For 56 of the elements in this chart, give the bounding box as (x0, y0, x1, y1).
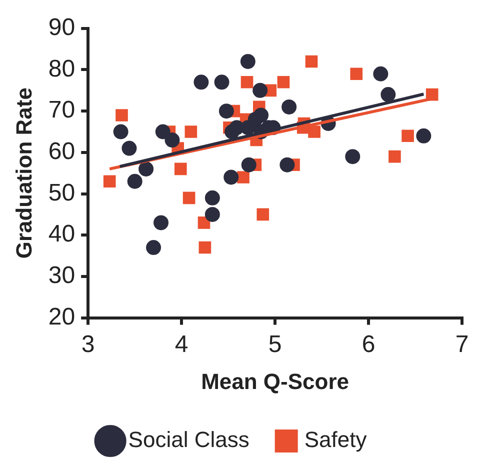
legend-label: Safety (304, 427, 367, 452)
x-tick-label: 4 (174, 330, 188, 358)
point (388, 150, 401, 163)
point (345, 149, 360, 164)
point (103, 175, 116, 188)
point (138, 161, 154, 176)
point (280, 157, 295, 172)
x-tick-label: 7 (455, 330, 469, 358)
point (182, 192, 196, 204)
y-tick-label: 80 (48, 55, 76, 82)
point (282, 99, 297, 114)
point (122, 140, 137, 156)
point (240, 76, 254, 88)
point (194, 74, 209, 90)
point (373, 66, 388, 82)
x-axis-title: Mean Q-Score (201, 368, 350, 394)
point (198, 241, 212, 254)
point (184, 126, 198, 138)
point (127, 174, 142, 189)
point (113, 124, 128, 140)
y-axis-title: Graduation Rate (11, 88, 36, 259)
point (116, 109, 128, 122)
point (241, 157, 256, 172)
point (174, 162, 187, 176)
y-tick-label: 40 (48, 220, 76, 248)
point (308, 126, 320, 138)
x-tick-label: 6 (362, 330, 376, 358)
point (402, 130, 414, 142)
point (214, 74, 230, 90)
point (240, 54, 256, 69)
legend-label: Social Class (128, 427, 250, 452)
point (277, 76, 290, 88)
point (224, 170, 239, 185)
y-tick-label: 70 (48, 96, 76, 124)
point (305, 55, 318, 68)
point (164, 132, 180, 148)
point (204, 190, 220, 206)
point (240, 120, 256, 136)
point (237, 171, 250, 184)
y-tick-label: 30 (48, 262, 76, 290)
point (146, 240, 162, 256)
point (380, 87, 396, 102)
point (155, 124, 170, 140)
y-tick-label: 50 (48, 179, 76, 206)
y-tick-label: 90 (48, 14, 76, 42)
point (218, 104, 234, 119)
y-tick-label: 20 (48, 303, 76, 330)
point (416, 128, 432, 144)
x-tick-label: 5 (268, 330, 282, 358)
y-tick-label: 60 (48, 138, 76, 166)
point (252, 82, 268, 98)
point (350, 68, 363, 80)
x-tick-label: 3 (81, 330, 95, 358)
point (256, 208, 270, 221)
point (204, 206, 220, 222)
point (154, 215, 169, 230)
